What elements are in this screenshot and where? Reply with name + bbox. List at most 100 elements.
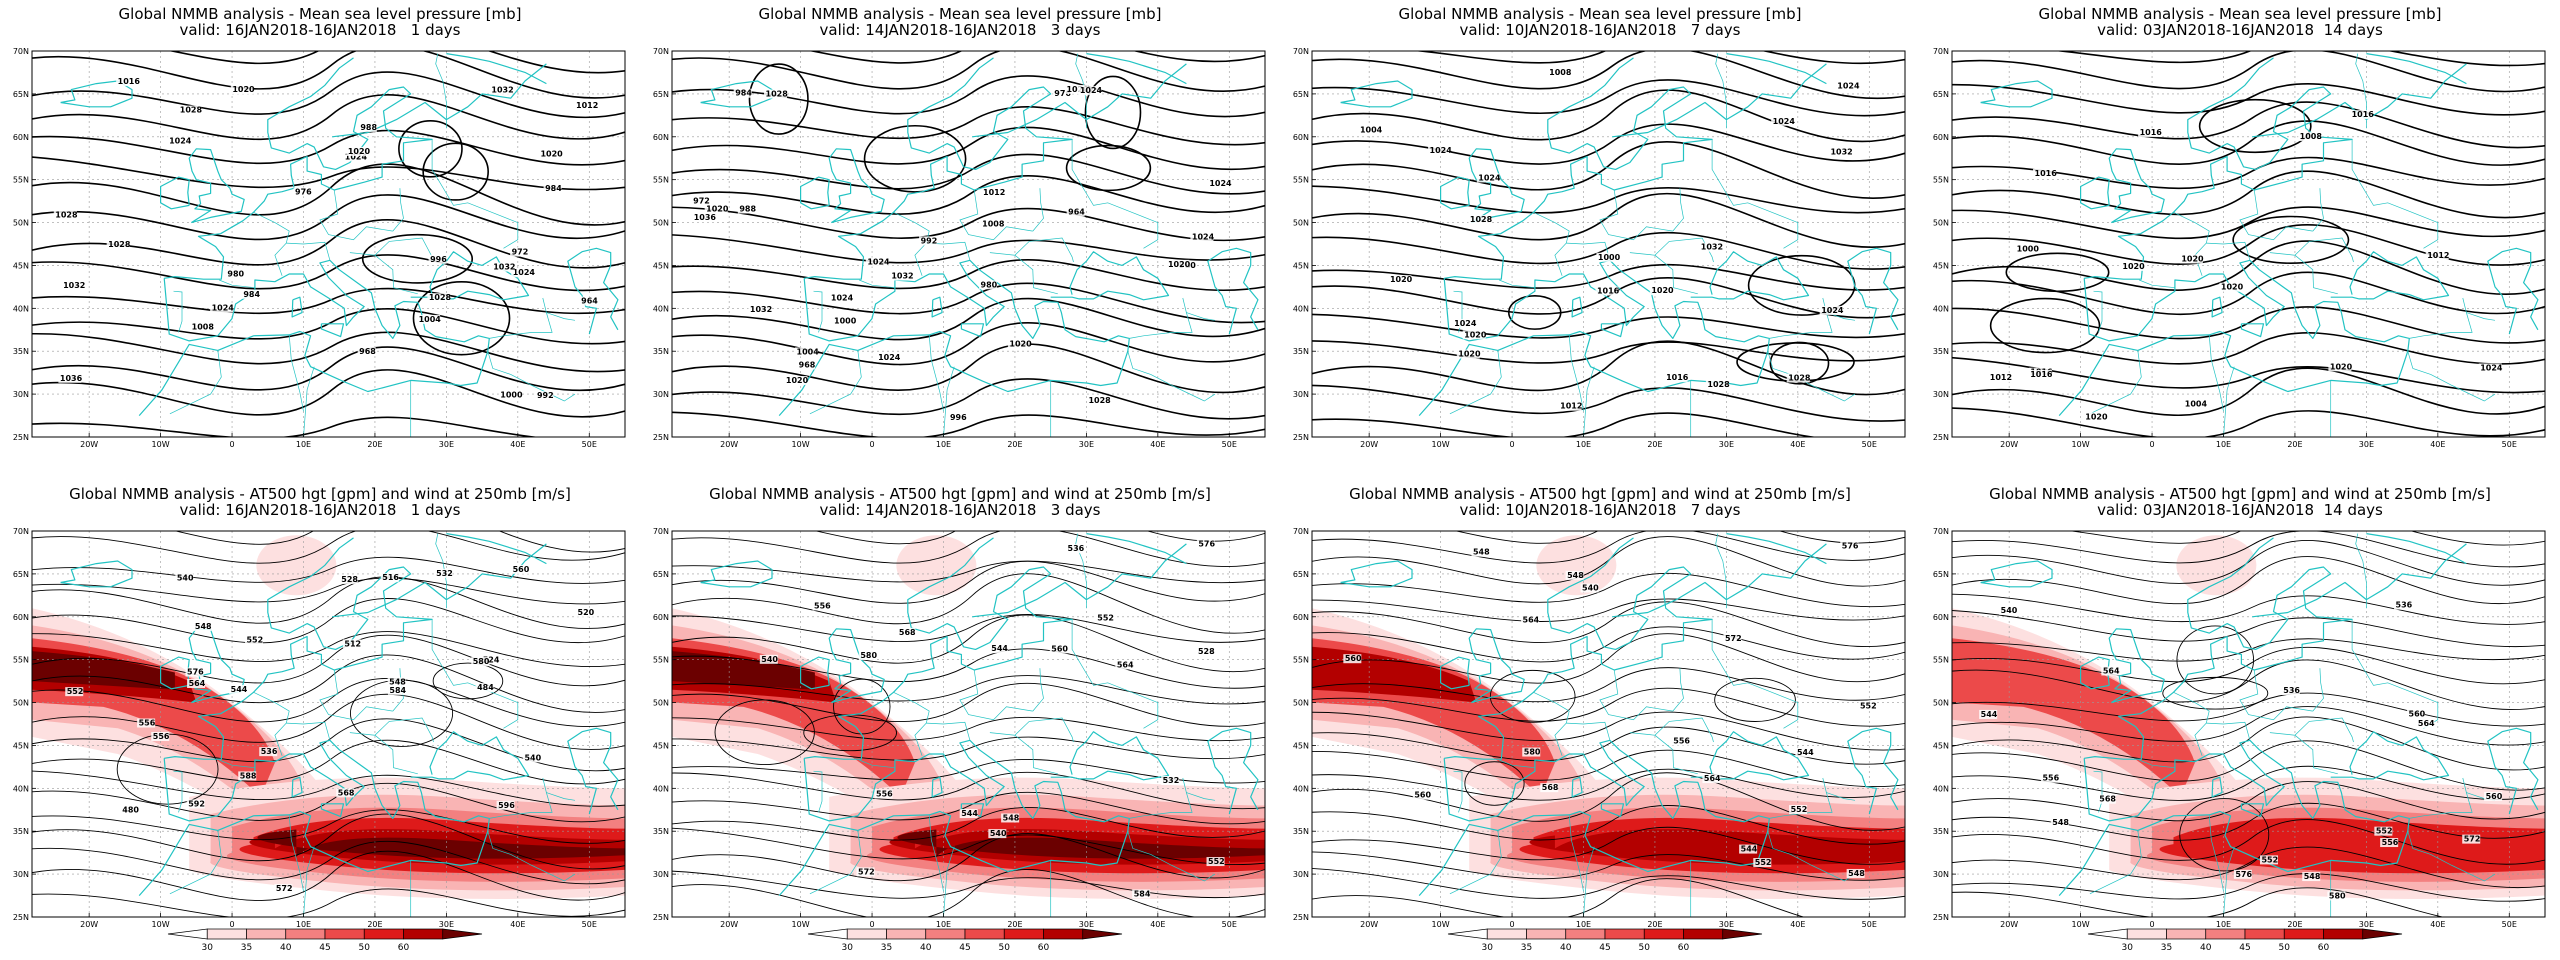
panel-title: Global NMMB analysis - Mean sea level pr… xyxy=(1398,5,1802,23)
contour-label: 580 xyxy=(473,657,490,666)
contour-label: 576 xyxy=(1198,540,1215,549)
contour-label: 1024 xyxy=(831,294,854,303)
colorbar-tick-label: 35 xyxy=(1521,943,1532,953)
contour-label: 1012 xyxy=(983,188,1005,197)
panel-valid: valid: 14JAN2018-16JAN2018 3 days xyxy=(819,501,1101,519)
colorbar-segment xyxy=(846,928,887,940)
lat-tick-label: 40N xyxy=(1933,304,1949,313)
borders xyxy=(1449,533,1856,917)
lat-tick-label: 40N xyxy=(1293,784,1309,793)
lon-tick-label: 20W xyxy=(80,920,98,929)
contour-lines xyxy=(672,51,1265,437)
contour-label: 596 xyxy=(498,801,515,810)
contour-label: 484 xyxy=(477,683,494,692)
contour-label: 544 xyxy=(231,685,248,694)
panel-title: Global NMMB analysis - AT500 hgt [gpm] a… xyxy=(1989,485,2491,503)
contour-label: 556 xyxy=(153,732,170,741)
colorbar-segment xyxy=(807,928,848,940)
lon-tick-label: 20W xyxy=(720,440,738,449)
lat-tick-label: 70N xyxy=(653,527,669,536)
contour-label: 540 xyxy=(177,573,194,582)
colorbar-segment xyxy=(2362,928,2403,940)
colorbar-segment xyxy=(2283,928,2324,940)
lat-tick-label: 65N xyxy=(1293,570,1309,579)
colorbar-segment xyxy=(403,928,444,940)
colorbar-segment xyxy=(1683,928,1724,940)
contour-label: 1012 xyxy=(1560,402,1582,411)
lat-tick-label: 30N xyxy=(1293,870,1309,879)
lon-tick-label: 20E xyxy=(367,440,382,449)
colorbar-segment xyxy=(2166,928,2207,940)
colorbar-segment xyxy=(2323,928,2364,940)
lat-tick-label: 25N xyxy=(13,913,29,922)
lat-tick-label: 55N xyxy=(13,656,29,665)
contour-label: 540 xyxy=(761,655,778,664)
lon-tick-label: 0 xyxy=(1510,920,1515,929)
contour-label: 532 xyxy=(1163,776,1180,785)
colorbar-tick-label: 40 xyxy=(920,943,932,953)
contour-label: 1032 xyxy=(891,272,913,281)
lon-tick-label: 40E xyxy=(1150,920,1165,929)
contour-label: 544 xyxy=(961,809,978,818)
contour-label: 548 xyxy=(1473,548,1490,557)
contour-label: 548 xyxy=(1567,571,1584,580)
wind-shading xyxy=(32,535,625,899)
colorbar-tick-label: 40 xyxy=(2200,943,2212,953)
contour-label: 1028 xyxy=(180,106,203,115)
panel-title: Global NMMB analysis - AT500 hgt [gpm] a… xyxy=(709,485,1211,503)
borders xyxy=(169,53,576,437)
colorbar-tick-label: 35 xyxy=(2161,943,2172,953)
contour-label: 964 xyxy=(1068,208,1085,217)
lon-tick-label: 0 xyxy=(870,440,875,449)
colorbar-segment xyxy=(206,928,247,940)
lon-tick-label: 10E xyxy=(936,920,951,929)
contour-label: 1028 xyxy=(766,90,789,99)
contour-label: 1000 xyxy=(834,317,857,326)
contour-label: 984 xyxy=(735,89,752,98)
lon-tick-label: 20E xyxy=(367,920,382,929)
contour-label: 552 xyxy=(2261,855,2278,864)
contour-label: 1012 xyxy=(2427,251,2449,260)
colorbar-tick-label: 40 xyxy=(1560,943,1572,953)
contour-label: 1000 xyxy=(500,391,523,400)
lat-tick-label: 45N xyxy=(13,261,29,270)
contour-label: 984 xyxy=(243,290,260,299)
contour-label: 1008 xyxy=(192,322,215,331)
lat-tick-label: 25N xyxy=(653,913,669,922)
lon-tick-label: 30E xyxy=(1079,440,1094,449)
contour-label: 560 xyxy=(513,565,530,574)
lon-tick-label: 0 xyxy=(230,440,235,449)
lat-tick-label: 30N xyxy=(1933,390,1949,399)
graticule xyxy=(1312,51,1905,437)
lat-tick-label: 45N xyxy=(13,741,29,750)
z500-panel-1day: Global NMMB analysis - AT500 hgt [gpm] a… xyxy=(0,480,640,960)
lat-tick-label: 60N xyxy=(653,613,669,622)
contour-label: 1020 xyxy=(232,85,255,94)
panel-valid: valid: 03JAN2018-16JAN2018 14 days xyxy=(2097,21,2383,39)
contour-label: 560 xyxy=(2486,792,2503,801)
colorbar-segment xyxy=(324,928,365,940)
colorbar-segment xyxy=(1003,928,1044,940)
contour-label: 972 xyxy=(512,248,529,257)
contour-label: 576 xyxy=(187,668,204,677)
contour-label: 1000 xyxy=(1598,253,1621,262)
lat-tick-label: 50N xyxy=(13,219,29,228)
colorbar-tick-label: 30 xyxy=(842,943,854,953)
colorbar-tick-label: 50 xyxy=(999,943,1011,953)
contour-label: 1016 xyxy=(2352,110,2375,119)
lon-tick-label: 20W xyxy=(1360,920,1378,929)
colorbar-segment xyxy=(167,928,208,940)
contour-label: 480 xyxy=(122,806,139,815)
lon-tick-label: 20W xyxy=(2000,920,2018,929)
lon-tick-label: 20W xyxy=(720,920,738,929)
contour-label: 1020 xyxy=(348,147,371,156)
lat-tick-label: 65N xyxy=(13,90,29,99)
lat-tick-label: 55N xyxy=(1293,656,1309,665)
contour-label: 532 xyxy=(436,569,453,578)
contour-label: 1028 xyxy=(429,293,452,302)
contour-label: 1016 xyxy=(2030,370,2053,379)
lat-tick-label: 60N xyxy=(1293,133,1309,142)
colorbar-tick-label: 45 xyxy=(319,943,330,953)
wind-colorbar: 30 35 40 45 50 60 xyxy=(160,925,490,955)
contour-label: 968 xyxy=(359,347,376,356)
